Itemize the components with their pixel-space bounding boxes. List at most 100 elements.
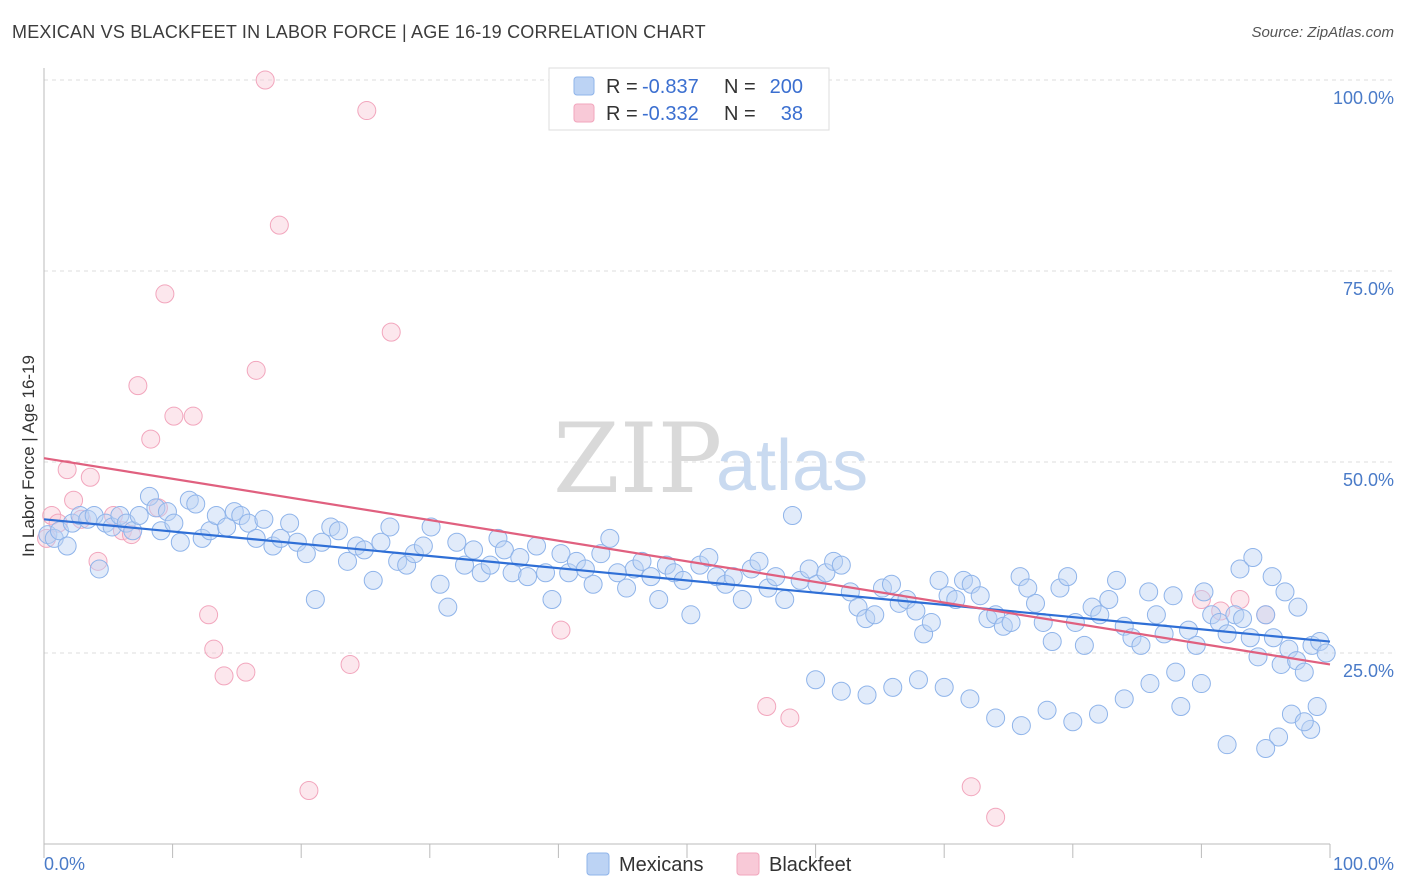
mexicans-point (510, 548, 530, 567)
mexicans-point (238, 513, 258, 533)
blackfeet-point (340, 654, 360, 674)
legend: R = -0.837 N = 200 R = -0.332 N = 38 (548, 67, 830, 131)
mexicans-point (914, 624, 934, 644)
mexicans-point (1099, 590, 1119, 610)
mexicans-point (380, 517, 400, 537)
mexicans-point (1256, 605, 1276, 625)
blackfeet-point (1191, 590, 1211, 610)
y-axis-label: In Labor Force | Age 16-19 (19, 355, 38, 557)
mexicans-point (1288, 597, 1308, 617)
mexicans-point (1107, 570, 1127, 590)
mexicans-point (1194, 582, 1214, 602)
legend-r-value-1: -0.837 (642, 76, 699, 98)
mexicans-point (363, 570, 383, 590)
mexicans-point (146, 498, 166, 518)
x-tick-label-min: 0.0% (44, 854, 85, 874)
blackfeet-point (357, 101, 377, 121)
blackfeet-point (155, 284, 175, 304)
mexicans-point (1026, 593, 1046, 613)
blackfeet-point (255, 70, 275, 90)
mexicans-point (681, 605, 701, 625)
mexicans-point (89, 559, 109, 579)
mexicans-point (1131, 635, 1151, 655)
mexicans-point (1018, 578, 1038, 598)
mexicans-point (413, 536, 433, 556)
blackfeet-point (128, 376, 148, 396)
mexicans-point (164, 513, 184, 533)
mexicans-point (1140, 674, 1160, 694)
mexicans-point (1074, 635, 1094, 655)
mexicans-point (305, 590, 325, 610)
blackfeet-point (57, 460, 77, 480)
blackfeet-point (986, 807, 1006, 827)
mexicans-point (1256, 739, 1276, 758)
mexicans-point (1230, 559, 1250, 579)
mexicans-point (1240, 628, 1260, 648)
y-tick-label: 50.0% (1343, 470, 1394, 490)
mexicans-point (1275, 582, 1295, 602)
mexicans-point (480, 555, 500, 575)
mexicans-point (831, 555, 851, 575)
mexicans-point (254, 509, 274, 529)
mexicans-point (1037, 700, 1057, 720)
mexicans-point (551, 544, 571, 564)
mexicans-point (883, 677, 903, 697)
mexicans-point (170, 532, 190, 552)
legend-swatch-mexicans (573, 76, 595, 96)
mexicans-point (749, 551, 769, 571)
x-tick-label-max: 100.0% (1333, 854, 1394, 874)
mexicans-point (1058, 567, 1078, 587)
mexicans-point (632, 551, 652, 571)
y-tick-label: 75.0% (1343, 279, 1394, 299)
mexicans-point (848, 597, 868, 617)
mexicans-point (280, 513, 300, 533)
source-credit: Source: ZipAtlas.com (1251, 24, 1394, 41)
mexicans-point (831, 681, 851, 701)
mexicans-point (600, 528, 620, 548)
y-tick-label: 100.0% (1333, 88, 1394, 108)
mexicans-point (1262, 567, 1282, 587)
mexicans-point (1154, 624, 1174, 644)
mexicans-point (1191, 674, 1211, 694)
bottom-legend-mexicans: Mexicans (619, 854, 703, 876)
mexicans-point (1171, 696, 1191, 716)
blackfeet-point (299, 781, 319, 801)
mexicans-point (296, 544, 316, 564)
bottom-legend: Mexicans Blackfeet (586, 852, 852, 876)
mexicans-point (1294, 662, 1314, 682)
mexicans-point (231, 505, 251, 525)
blackfeet-point (199, 605, 219, 625)
blackfeet-point (141, 429, 161, 449)
blackfeet-point (164, 406, 184, 426)
legend-r-label-1: R = (606, 76, 638, 98)
mexicans-point (157, 502, 177, 522)
mexicans-point (1217, 735, 1237, 755)
mexicans-point (1163, 586, 1183, 606)
blackfeet-points (37, 70, 1276, 827)
trend-lines (43, 457, 1331, 666)
legend-n-label-2: N = (724, 103, 756, 125)
legend-swatch-blackfeet (573, 103, 595, 123)
mexicans-point (656, 555, 676, 575)
mexicans-point (1050, 578, 1070, 598)
mexicans-point (1114, 689, 1134, 709)
mexicans-point (1011, 716, 1031, 736)
mexicans-point (1089, 704, 1109, 724)
y-tick-labels: 25.0% 50.0% 75.0% 100.0% (1333, 88, 1394, 681)
mexicans-point (732, 590, 752, 610)
watermark-zip: ZIP (553, 403, 722, 515)
mexicans-point (1001, 612, 1021, 632)
mexicans-point (865, 605, 885, 625)
blackfeet-point (961, 777, 981, 797)
mexicans-point (447, 532, 467, 552)
mexicans-point (908, 670, 928, 690)
mexicans-point (527, 536, 547, 556)
blackfeet-point (214, 666, 234, 686)
mexicans-point (421, 517, 441, 537)
mexicans-point (57, 536, 77, 556)
blackfeet-point (551, 620, 571, 640)
chart-title: MEXICAN VS BLACKFEET IN LABOR FORCE | AG… (12, 22, 706, 42)
legend-n-value-1: 200 (770, 76, 803, 98)
mexicans-point (934, 677, 954, 697)
